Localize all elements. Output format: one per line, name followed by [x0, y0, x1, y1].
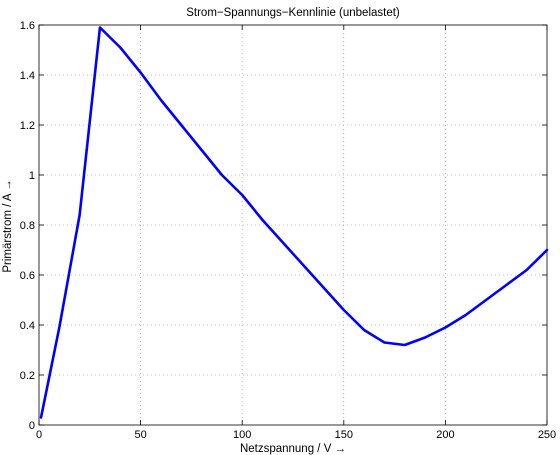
y-tick-label: 0.2: [20, 370, 35, 382]
series-layer: [39, 26, 549, 419]
chart-title: Strom−Spannungs−Kennlinie (unbelastet): [186, 7, 400, 19]
y-tick-label: 1: [29, 170, 35, 182]
x-tick-label: 250: [538, 429, 556, 441]
x-tick-label: 150: [335, 429, 353, 441]
grid: [39, 25, 547, 425]
ticks: 0 50 100 150 200 250 0 0.2 0.4 0.6 0.8 1 1.2 1.4 1.6: [20, 20, 556, 441]
x-tick-label: 100: [233, 429, 251, 441]
y-tick-label: 1.2: [20, 120, 35, 132]
y-tick-label: 1.6: [20, 20, 35, 32]
y-tick-label: 0.6: [20, 270, 35, 282]
x-axis-label: Netzspannung / V →: [240, 443, 346, 455]
y-tick-label: 0: [29, 420, 35, 432]
y-tick-label: 1.4: [20, 70, 35, 82]
y-tick-label: 0.8: [20, 220, 35, 232]
y-axis-label: Primärstrom / A →: [2, 179, 14, 272]
y-tick-label: 0.4: [20, 320, 35, 332]
x-tick-label: 200: [436, 429, 454, 441]
x-tick-label: 0: [36, 429, 42, 441]
series-line: [39, 26, 549, 419]
x-tick-label: 50: [134, 429, 146, 441]
